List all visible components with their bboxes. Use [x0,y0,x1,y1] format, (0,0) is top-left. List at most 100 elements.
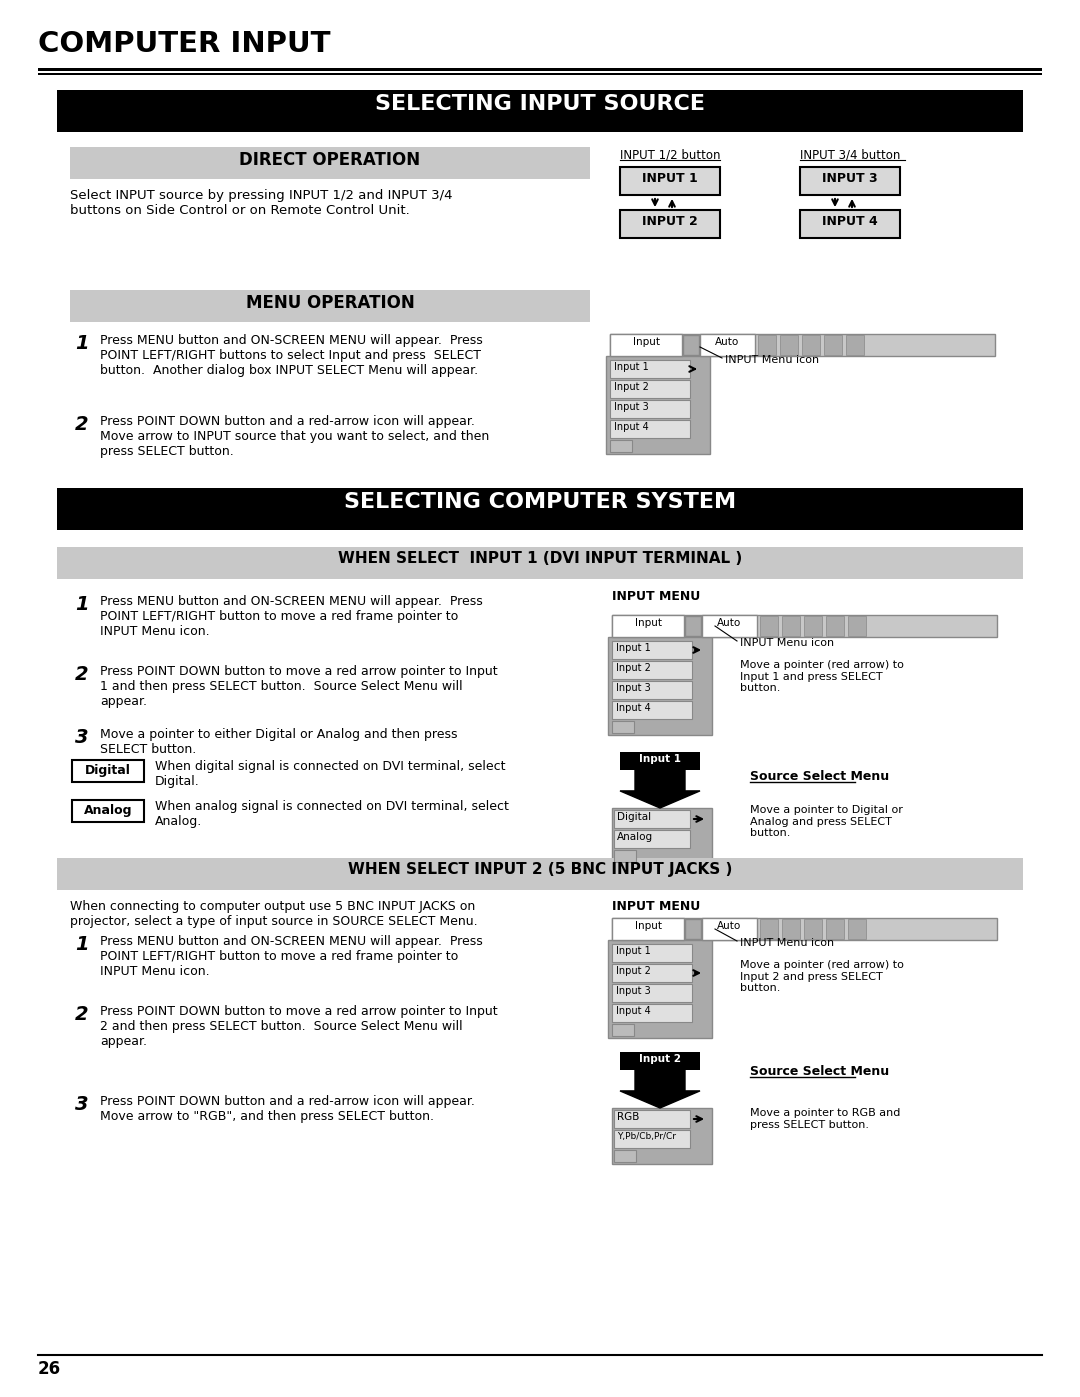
Bar [615,1150,636,1162]
Bar [615,1130,690,1148]
Text: DIRECT OPERATION: DIRECT OPERATION [240,151,420,169]
Text: Input 2: Input 2 [615,381,649,393]
Text: RGB: RGB [617,1112,639,1122]
Bar [615,1111,690,1127]
Text: Move a pointer to Digital or
Analog and press SELECT
button.: Move a pointer to Digital or Analog and … [750,805,903,838]
Text: INPUT MENU: INPUT MENU [612,900,700,914]
Bar [848,919,866,939]
Text: Input 1: Input 1 [616,643,651,652]
Text: Press POINT DOWN button and a red-arrow icon will appear.
Move arrow to INPUT so: Press POINT DOWN button and a red-arrow … [100,415,489,458]
Text: INPUT Menu icon: INPUT Menu icon [725,355,819,365]
Text: Move a pointer to RGB and
press SELECT button.: Move a pointer to RGB and press SELECT b… [750,1108,901,1130]
Bar [782,616,800,636]
Bar [612,964,692,982]
Bar [620,210,720,237]
Bar [620,752,700,770]
Text: COMPUTER INPUT: COMPUTER INPUT [38,29,330,59]
Text: Input 2: Input 2 [639,1053,681,1065]
Text: 2: 2 [75,665,89,685]
Bar [802,335,820,355]
Text: 2: 2 [75,1004,89,1024]
Text: 1: 1 [75,334,89,353]
Bar [800,210,900,237]
Text: 3: 3 [75,728,89,747]
Bar [702,615,757,637]
Text: Input 2: Input 2 [616,965,651,977]
Text: Press MENU button and ON-SCREEN MENU will appear.  Press
POINT LEFT/RIGHT button: Press MENU button and ON-SCREEN MENU wil… [100,935,483,978]
Text: Input 4: Input 4 [616,1006,651,1016]
Text: INPUT 3/4 button: INPUT 3/4 button [800,148,901,161]
Text: Input: Input [635,617,661,629]
Text: 1: 1 [75,935,89,954]
Text: Input: Input [633,337,660,346]
Bar [72,800,144,821]
Bar [804,616,822,636]
Text: Input 4: Input 4 [616,703,651,712]
Bar [610,334,681,356]
Bar [57,488,1023,529]
Bar [610,400,690,418]
Text: 26: 26 [38,1361,62,1377]
Text: Input: Input [635,921,661,930]
Bar [826,919,843,939]
Bar [620,168,720,196]
Text: SELECTING COMPUTER SYSTEM: SELECTING COMPUTER SYSTEM [343,492,737,511]
Bar [683,335,699,355]
Text: Auto: Auto [717,617,741,629]
Bar [615,830,690,848]
Bar [610,420,690,439]
Bar [610,440,632,453]
Bar [70,291,590,321]
Text: Input 3: Input 3 [616,683,651,693]
Bar [612,983,692,1002]
Polygon shape [620,1070,700,1108]
Bar [612,807,712,863]
Bar [612,1004,692,1023]
Text: Select INPUT source by pressing INPUT 1/2 and INPUT 3/4
buttons on Side Control : Select INPUT source by pressing INPUT 1/… [70,189,453,217]
Bar [612,615,684,637]
Polygon shape [620,770,700,807]
Bar [685,616,701,636]
Text: Press POINT DOWN button to move a red arrow pointer to Input
2 and then press SE: Press POINT DOWN button to move a red ar… [100,1004,498,1048]
Text: 1: 1 [75,595,89,615]
Bar [846,335,864,355]
Text: INPUT 1: INPUT 1 [643,172,698,184]
Text: INPUT MENU: INPUT MENU [612,590,700,604]
Bar [758,335,777,355]
Text: MENU OPERATION: MENU OPERATION [245,293,415,312]
Bar [612,661,692,679]
Text: Input 3: Input 3 [615,402,649,412]
Text: SELECTING INPUT SOURCE: SELECTING INPUT SOURCE [375,94,705,115]
Text: Analog: Analog [617,833,653,842]
Text: Press MENU button and ON-SCREEN MENU will appear.  Press
POINT LEFT/RIGHT button: Press MENU button and ON-SCREEN MENU wil… [100,334,483,377]
Bar [760,919,778,939]
Bar [38,73,1042,75]
Text: Input 1: Input 1 [616,946,651,956]
Bar [800,168,900,196]
Text: Press MENU button and ON-SCREEN MENU will appear.  Press
POINT LEFT/RIGHT button: Press MENU button and ON-SCREEN MENU wil… [100,595,483,638]
Text: Move a pointer (red arrow) to
Input 2 and press SELECT
button.: Move a pointer (red arrow) to Input 2 an… [740,960,904,993]
Bar [57,548,1023,578]
Text: INPUT 2: INPUT 2 [643,215,698,228]
Text: Analog: Analog [84,805,132,817]
Text: Press POINT DOWN button and a red-arrow icon will appear.
Move arrow to "RGB", a: Press POINT DOWN button and a red-arrow … [100,1095,475,1123]
Text: Digital: Digital [617,812,651,821]
Text: 2: 2 [75,415,89,434]
Bar [38,68,1042,71]
Bar [70,147,590,179]
Bar [804,919,822,939]
Bar [615,810,690,828]
Bar [612,680,692,698]
Text: INPUT Menu icon: INPUT Menu icon [740,937,834,949]
Text: When connecting to computer output use 5 BNC INPUT JACKS on
projector, select a : When connecting to computer output use 5… [70,900,477,928]
Text: When digital signal is connected on DVI terminal, select
Digital.: When digital signal is connected on DVI … [156,760,505,788]
Bar [612,721,634,733]
Bar [608,940,712,1038]
Bar [610,360,690,379]
Text: Input 1: Input 1 [639,754,681,764]
Bar [612,918,997,940]
Text: Input 4: Input 4 [615,422,649,432]
Bar [700,334,755,356]
Bar [57,89,1023,131]
Text: WHEN SELECT  INPUT 1 (DVI INPUT TERMINAL ): WHEN SELECT INPUT 1 (DVI INPUT TERMINAL … [338,550,742,566]
